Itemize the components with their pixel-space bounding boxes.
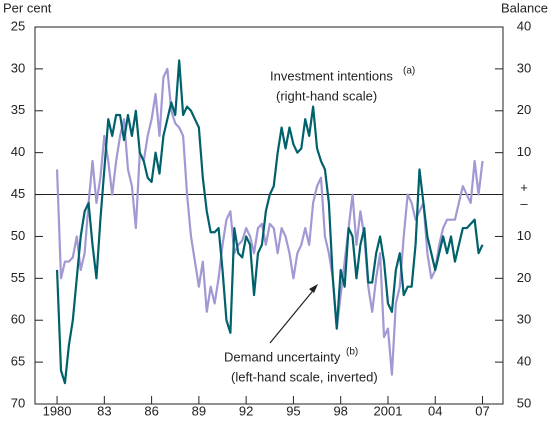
y2-tick-label: 20	[517, 102, 531, 117]
x-tick-label: 1980	[43, 403, 72, 418]
annotation: Demand uncertainty	[224, 349, 341, 364]
plot-frame	[34, 26, 504, 405]
annotation: (b)	[346, 347, 358, 358]
x-tick-label: 07	[475, 403, 489, 418]
sign-label: –	[520, 196, 528, 211]
y-tick-label: 55	[11, 270, 25, 285]
y2-tick-label: 30	[517, 60, 531, 75]
y-tick-label: 45	[11, 186, 25, 201]
y2-tick-label: 10	[517, 144, 531, 159]
y2-tick-label: 10	[517, 228, 531, 243]
y-axis-label: Per cent	[3, 0, 52, 15]
y2-tick-label: 40	[517, 354, 531, 369]
series-line	[55, 67, 484, 376]
y-tick-label: 60	[11, 312, 25, 327]
y2-tick-label: 20	[517, 270, 531, 285]
arrow-head	[309, 284, 318, 293]
x-tick-label: 98	[333, 403, 347, 418]
annotation-arrow	[269, 286, 317, 344]
y2-axis-label: Balance	[501, 0, 548, 15]
annotation: Investment intentions	[270, 68, 393, 83]
y-tick-label: 70	[11, 395, 25, 410]
x-tick-label: 86	[144, 403, 158, 418]
x-tick-label: 89	[192, 403, 206, 418]
annotation: (left-hand scale, inverted)	[231, 369, 378, 384]
y-tick-label: 30	[11, 60, 25, 75]
annotation: (a)	[403, 66, 415, 77]
y-tick-label: 40	[11, 144, 25, 159]
x-tick-label: 04	[428, 403, 442, 418]
x-tick-label: 83	[97, 403, 111, 418]
y-tick-label: 65	[11, 354, 25, 369]
series-line	[55, 59, 484, 385]
x-tick-label: 2001	[374, 403, 403, 418]
y-tick-label: 35	[11, 102, 25, 117]
y-tick-label: 50	[11, 228, 25, 243]
sign-label: +	[520, 180, 528, 195]
y2-tick-label: 30	[517, 312, 531, 327]
y2-tick-label: 50	[517, 395, 531, 410]
x-tick-label: 92	[239, 403, 253, 418]
annotation: (right-hand scale)	[276, 88, 377, 103]
x-tick-label: 95	[286, 403, 300, 418]
y-tick-label: 25	[11, 18, 25, 33]
y2-tick-label: 40	[517, 18, 531, 33]
